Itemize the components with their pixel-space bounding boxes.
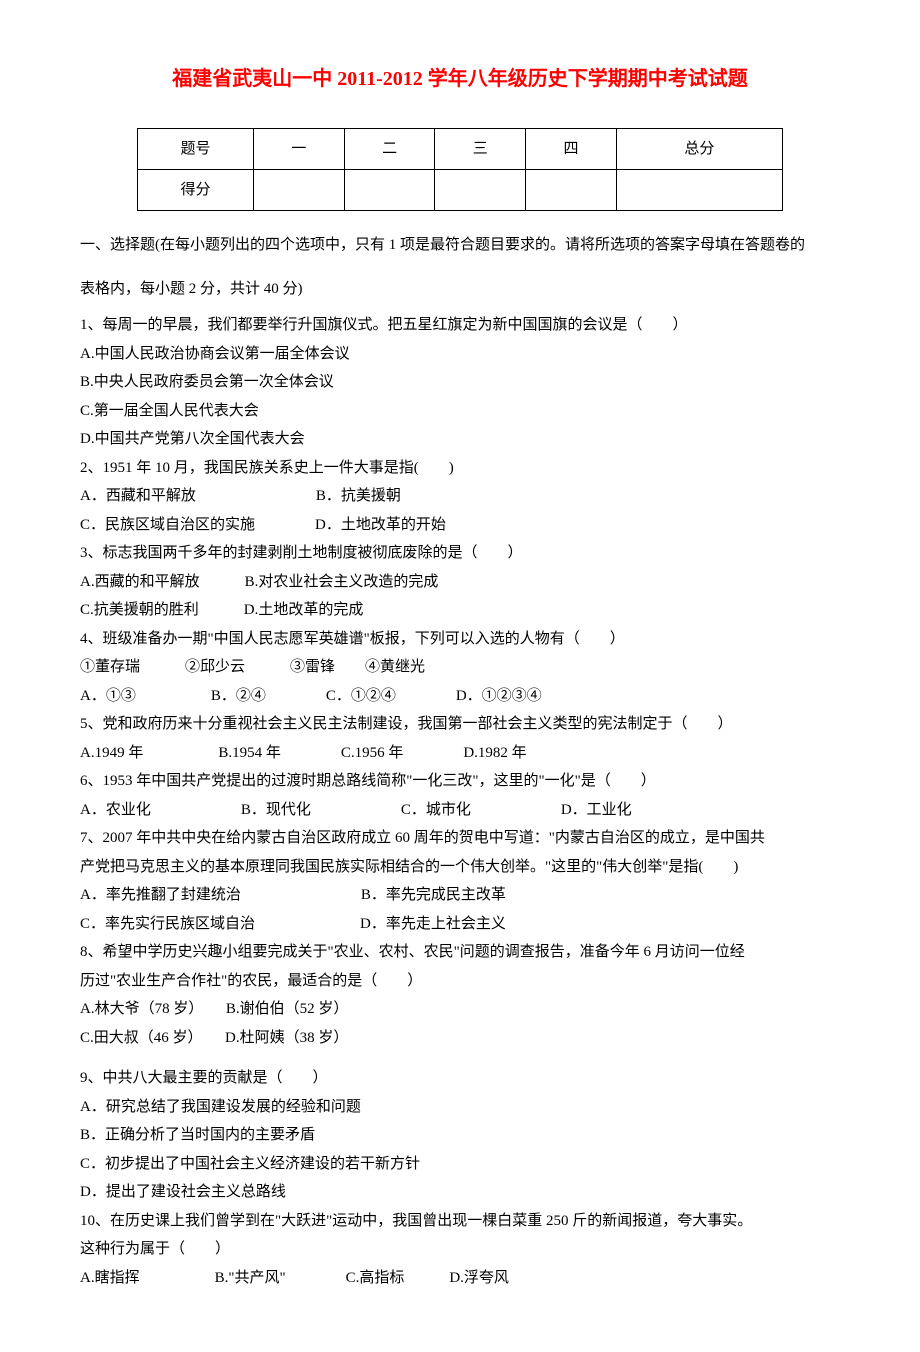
score-table: 题号 一 二 三 四 总分 得分: [137, 128, 783, 211]
table-score-row: 得分: [138, 170, 783, 211]
td-2: [344, 170, 435, 211]
q1-c: C.第一届全国人民代表大会: [80, 397, 840, 426]
q9-c: C．初步提出了中国社会主义经济建设的若干新方针: [80, 1150, 840, 1179]
q10-l2: 这种行为属于（ ）: [80, 1235, 840, 1264]
q1-stem: 1、每周一的早晨，我们都要举行升国旗仪式。把五星红旗定为新中国国旗的会议是（ ）: [80, 311, 840, 340]
q1-b: B.中央人民政府委员会第一次全体会议: [80, 368, 840, 397]
th-total: 总分: [616, 129, 782, 170]
td-1: [254, 170, 345, 211]
th-2: 二: [344, 129, 435, 170]
table-header-row: 题号 一 二 三 四 总分: [138, 129, 783, 170]
q8-cd: C.田大叔（46 岁） D.杜阿姨（38 岁）: [80, 1024, 840, 1053]
q2-ab: A．西藏和平解放 B．抗美援朝: [80, 482, 840, 511]
th-label: 题号: [138, 129, 254, 170]
section1-intro-l2: 表格内，每小题 2 分，共计 40 分): [80, 275, 840, 304]
q7-l1: 7、2007 年中共中央在给内蒙古自治区政府成立 60 周年的贺电中写道："内蒙…: [80, 824, 840, 853]
q2-cd: C．民族区域自治区的实施 D．土地改革的开始: [80, 511, 840, 540]
q7-cd: C．率先实行民族区域自治 D．率先走上社会主义: [80, 910, 840, 939]
q7-ab: A．率先推翻了封建统治 B．率先完成民主改革: [80, 881, 840, 910]
q2-stem: 2、1951 年 10 月，我国民族关系史上一件大事是指( ): [80, 454, 840, 483]
td-label: 得分: [138, 170, 254, 211]
q8-l1: 8、希望中学历史兴趣小组要完成关于"农业、农村、农民"问题的调查报告，准备今年 …: [80, 938, 840, 967]
q1-a: A.中国人民政治协商会议第一届全体会议: [80, 340, 840, 369]
q7-l2: 产党把马克思主义的基本原理同我国民族实际相结合的一个伟大创举。"这里的"伟大创举…: [80, 853, 840, 882]
q3-ab: A.西藏的和平解放 B.对农业社会主义改造的完成: [80, 568, 840, 597]
q5-stem: 5、党和政府历来十分重视社会主义民主法制建设，我国第一部社会主义类型的宪法制定于…: [80, 710, 840, 739]
q3-stem: 3、标志我国两千多年的封建剥削土地制度被彻底废除的是（ ）: [80, 539, 840, 568]
q10-l1: 10、在历史课上我们曾学到在"大跃进"运动中，我国曾出现一棵白菜重 250 斤的…: [80, 1207, 840, 1236]
q4-items: ①董存瑞 ②邱少云 ③雷锋 ④黄继光: [80, 653, 840, 682]
td-4: [526, 170, 617, 211]
th-3: 三: [435, 129, 526, 170]
section1-intro-l1: 一、选择题(在每小题列出的四个选项中，只有 1 项是最符合题目要求的。请将所选项…: [80, 231, 840, 260]
q8-l2: 历过"农业生产合作社"的农民，最适合的是（ ）: [80, 967, 840, 996]
page-title: 福建省武夷山一中 2011-2012 学年八年级历史下学期期中考试试题: [80, 60, 840, 98]
q4-opts: A．①③ B．②④ C．①②④ D．①②③④: [80, 682, 840, 711]
q10-opts: A.瞎指挥 B."共产风" C.高指标 D.浮夸风: [80, 1264, 840, 1293]
td-total: [616, 170, 782, 211]
q9-stem: 9、中共八大最主要的贡献是（ ）: [80, 1064, 840, 1093]
q9-b: B．正确分析了当时国内的主要矛盾: [80, 1121, 840, 1150]
q1-d: D.中国共产党第八次全国代表大会: [80, 425, 840, 454]
th-4: 四: [526, 129, 617, 170]
q3-cd: C.抗美援朝的胜利 D.土地改革的完成: [80, 596, 840, 625]
q6-opts: A．农业化 B．现代化 C．城市化 D．工业化: [80, 796, 840, 825]
q6-stem: 6、1953 年中国共产党提出的过渡时期总路线简称"一化三改"，这里的"一化"是…: [80, 767, 840, 796]
q8-ab: A.林大爷（78 岁） B.谢伯伯（52 岁）: [80, 995, 840, 1024]
q9-d: D．提出了建设社会主义总路线: [80, 1178, 840, 1207]
q4-stem: 4、班级准备办一期"中国人民志愿军英雄谱"板报，下列可以入选的人物有（ ）: [80, 625, 840, 654]
q5-opts: A.1949 年 B.1954 年 C.1956 年 D.1982 年: [80, 739, 840, 768]
td-3: [435, 170, 526, 211]
q9-a: A．研究总结了我国建设发展的经验和问题: [80, 1093, 840, 1122]
th-1: 一: [254, 129, 345, 170]
